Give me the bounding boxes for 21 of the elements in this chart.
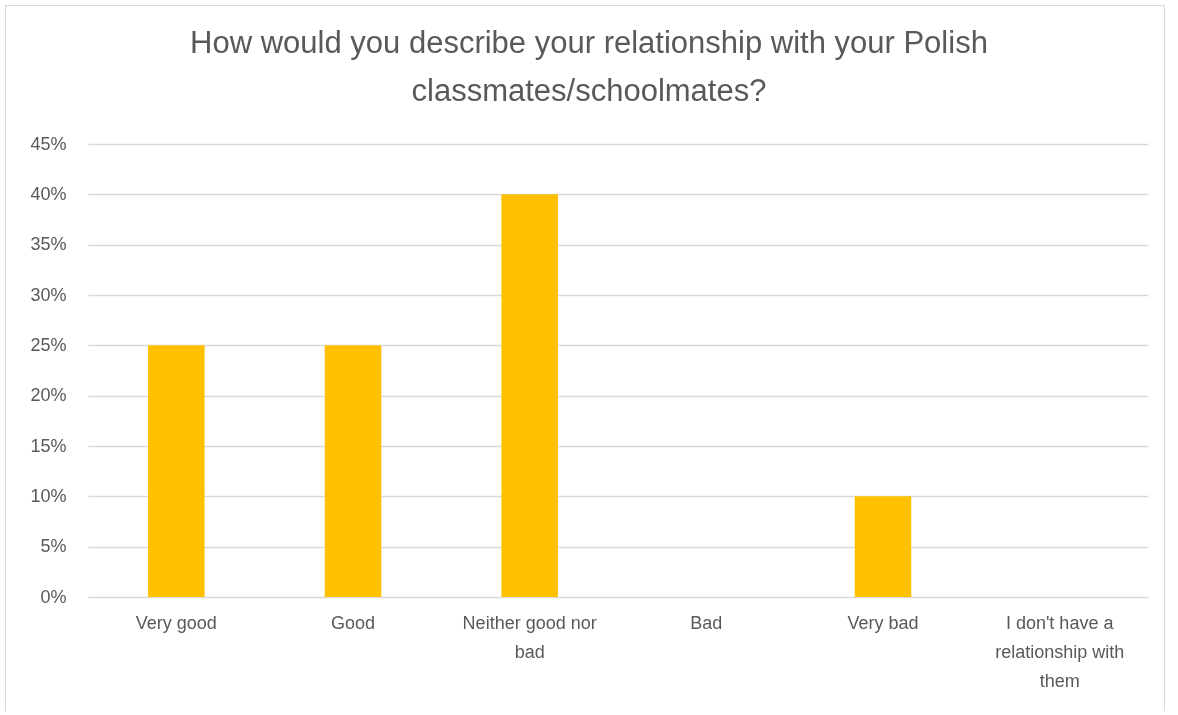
bar [854, 496, 912, 597]
x-tick-label: I don't have a relationship with them [995, 612, 1125, 691]
y-tick-label: 35% [30, 234, 67, 255]
x-tick-label: Neither good nor bad [462, 612, 597, 662]
bar [324, 345, 382, 597]
y-tick-label: 15% [30, 435, 67, 456]
x-tick-label: Very bad [847, 612, 919, 633]
x-tick-label: Bad [690, 612, 723, 633]
y-tick-label: 10% [30, 485, 67, 506]
bar [501, 194, 558, 597]
y-tick-label: 30% [30, 284, 67, 305]
y-tick-label: 20% [30, 385, 67, 406]
y-tick-label: 40% [30, 183, 67, 204]
bar [148, 345, 205, 597]
x-tick-label: Good [330, 612, 376, 633]
y-tick-label: 45% [30, 133, 67, 154]
y-tick-label: 0% [40, 586, 67, 607]
x-tick-label: Very good [135, 612, 217, 633]
y-tick-label: 25% [30, 334, 67, 355]
chart-title: How would you describe your relationship with your Polish classmates/schoolmates? [190, 25, 988, 108]
y-tick-label: 5% [40, 536, 67, 557]
